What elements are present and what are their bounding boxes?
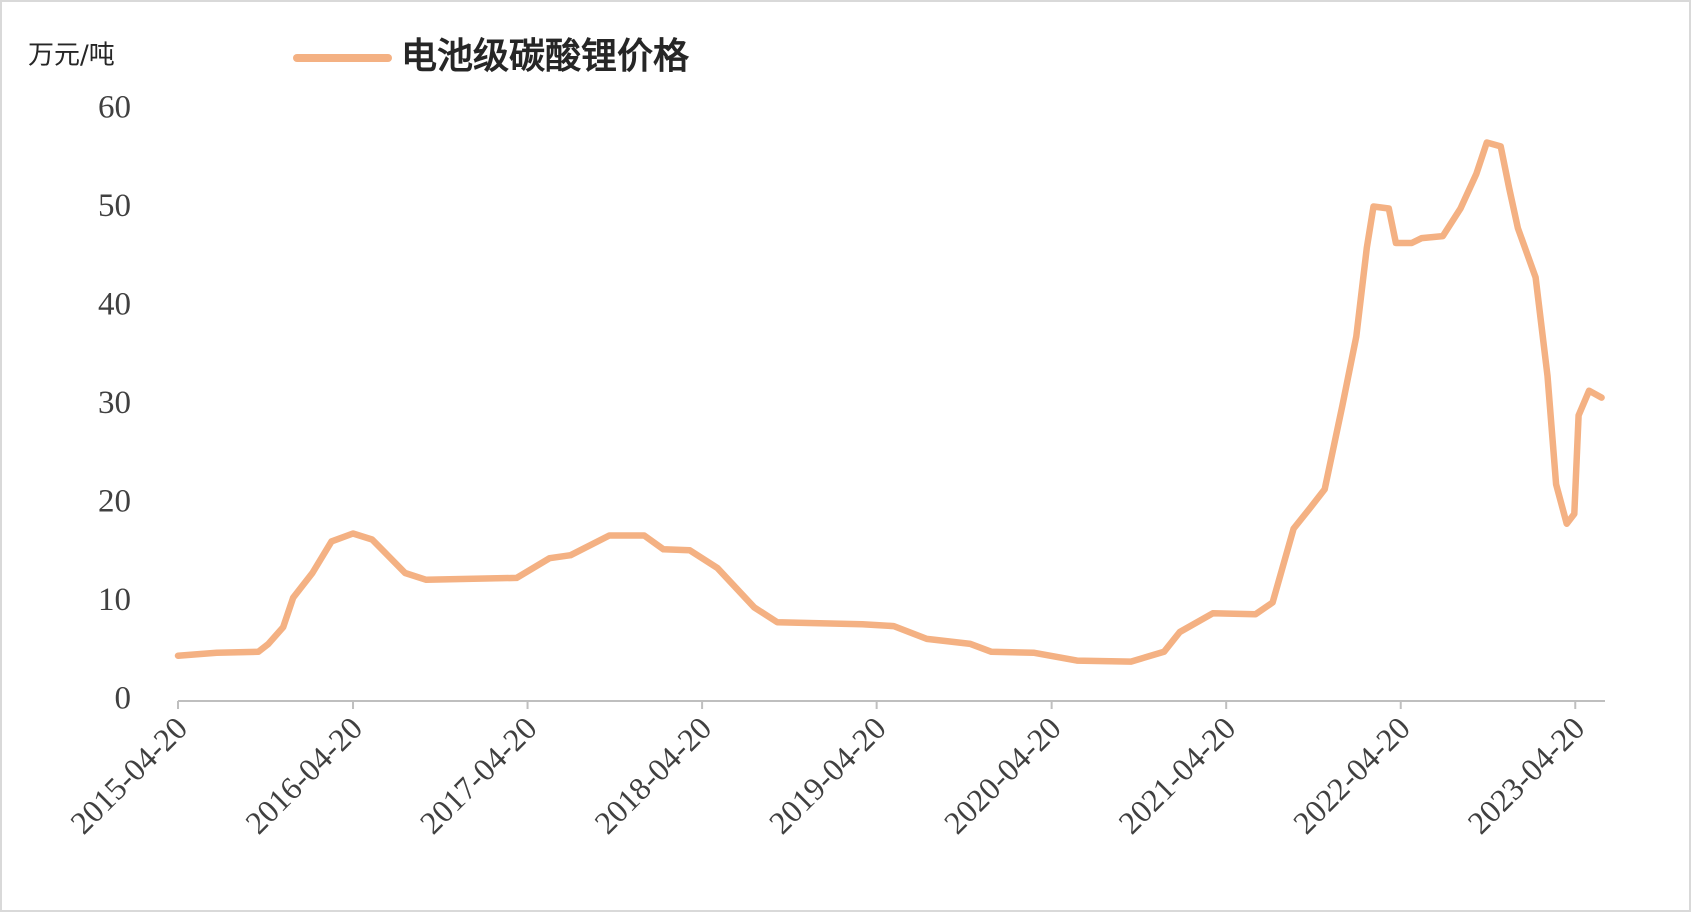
y-tick-label: 30 [98, 385, 131, 421]
y-tick-label: 0 [115, 681, 132, 717]
y-tick-label: 40 [98, 287, 131, 323]
y-tick-label: 20 [98, 484, 131, 520]
y-tick-label: 60 [98, 90, 131, 126]
y-tick-label: 50 [98, 188, 131, 224]
y-tick-label: 10 [98, 582, 131, 618]
legend-label: 电池级碳酸锂价格 [401, 36, 690, 77]
y-axis-label: 万元/吨 [28, 41, 115, 71]
data-line [174, 139, 1605, 665]
